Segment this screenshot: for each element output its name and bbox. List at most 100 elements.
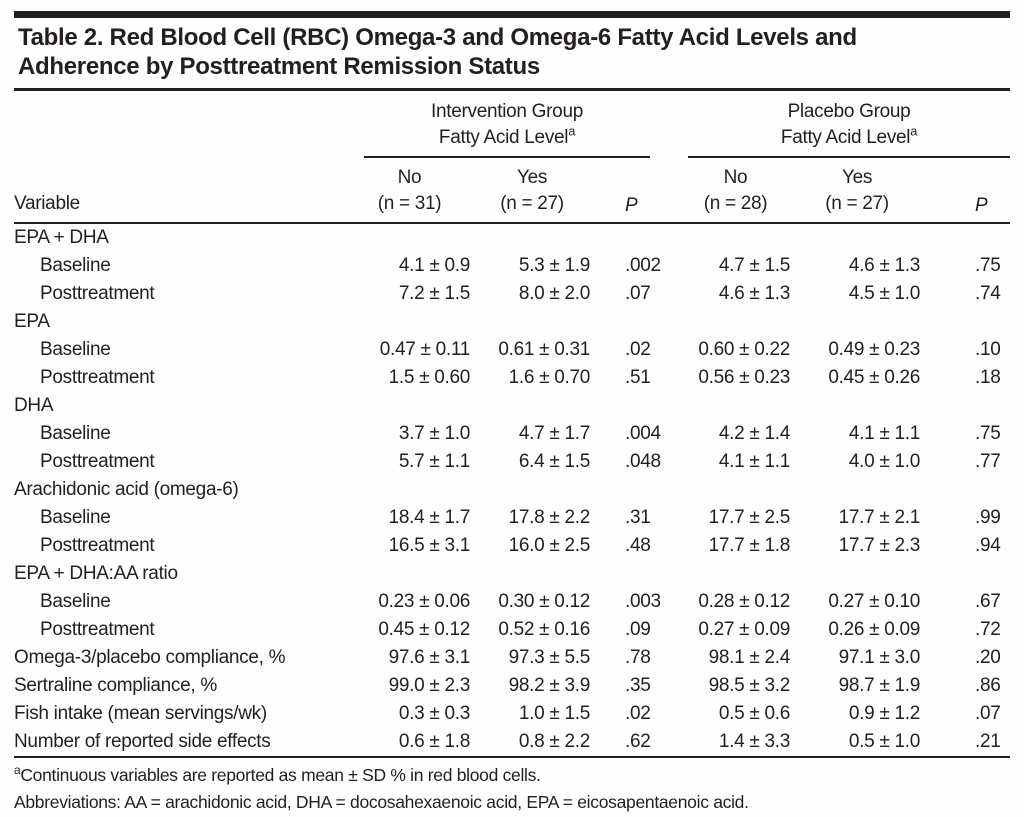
column-spacer — [662, 644, 682, 672]
cell-placebo-p: .67 — [975, 590, 1001, 612]
cell-intervention-yes: 17.8 ± 2.2 — [508, 506, 591, 528]
cell-placebo-yes: 0.26 ± 0.09 — [828, 618, 920, 640]
row-label: Baseline — [40, 338, 111, 360]
cell-placebo-p: .20 — [975, 646, 1001, 668]
cell-placebo-p — [925, 560, 1010, 588]
cell-intervention-yes: 0.30 ± 0.12 — [498, 590, 590, 612]
table-row: Baseline 0.23 ± 0.06 0.30 ± 0.12 .003 0.28 ±… — [14, 588, 1010, 616]
cell-intervention-p — [595, 392, 662, 420]
row-label: Posttreatment — [40, 618, 155, 640]
cell-placebo-no: 4.6 ± 1.3 — [718, 282, 790, 304]
cell-placebo-no: 4.2 ± 1.4 — [718, 422, 790, 444]
placebo-group-label-line1: Placebo Group — [787, 100, 911, 122]
column-spacer — [662, 672, 682, 700]
column-header-row: Variable No (n = 31) Yes (n = 27) P No (… — [14, 157, 1010, 224]
column-spacer — [662, 392, 682, 420]
cell-placebo-p: .77 — [975, 450, 1001, 472]
cell-placebo-no: 0.28 ± 0.12 — [698, 590, 790, 612]
cell-intervention-no: 0.47 ± 0.11 — [379, 338, 471, 360]
cell-placebo-no: 1.4 ± 3.3 — [682, 727, 795, 758]
cell-intervention-p: .048 — [625, 450, 661, 472]
cell-placebo-p: .10 — [975, 338, 1001, 360]
column-spacer — [662, 448, 682, 476]
cell-intervention-no: 0.6 ± 1.8 — [350, 727, 475, 758]
row-label: EPA + DHA:AA ratio — [14, 562, 178, 584]
table-row: Baseline 3.7 ± 1.0 4.7 ± 1.7 .004 4.2 ± 1.4 4… — [14, 420, 1010, 448]
cell-placebo-p: .94 — [975, 534, 1001, 556]
cell-intervention-p: .09 — [625, 618, 651, 640]
cell-intervention-yes: 0.8 ± 2.2 — [475, 727, 595, 758]
cell-placebo-yes: 4.1 ± 1.1 — [848, 422, 920, 444]
row-label: Posttreatment — [40, 450, 155, 472]
cell-intervention-p: .02 — [625, 702, 651, 724]
cell-placebo-yes: 97.1 ± 3.0 — [838, 646, 921, 668]
cell-intervention-no: 5.7 ± 1.1 — [398, 450, 470, 472]
row-label: EPA — [14, 310, 50, 332]
cell-intervention-no: 3.7 ± 1.0 — [398, 422, 470, 444]
cell-intervention-no — [350, 223, 475, 252]
cell-placebo-p: .18 — [975, 366, 1001, 388]
cell-intervention-no: 0.3 ± 0.3 — [398, 702, 470, 724]
column-spacer — [662, 616, 682, 644]
cell-placebo-p: .86 — [975, 674, 1001, 696]
table-row: Number of reported side effects 0.6 ± 1.8… — [14, 727, 1010, 758]
cell-intervention-yes: 0.52 ± 0.16 — [498, 618, 590, 640]
row-label: Fish intake (mean servings/wk) — [14, 702, 267, 724]
cell-placebo-p — [925, 476, 1010, 504]
cell-intervention-no: 97.6 ± 3.1 — [388, 646, 471, 668]
intervention-group-label-line1: Intervention Group — [431, 100, 583, 122]
cell-intervention-p: .62 — [595, 727, 662, 758]
cell-placebo-p: .07 — [975, 702, 1001, 724]
cell-placebo-yes: 17.7 ± 2.1 — [838, 506, 921, 528]
cell-placebo-p — [925, 223, 1010, 252]
table-footnotes: aContinuous variables are reported as me… — [14, 758, 1010, 816]
cell-placebo-no: 4.7 ± 1.5 — [718, 254, 790, 276]
cell-intervention-yes — [475, 223, 595, 252]
cell-intervention-p — [595, 476, 662, 504]
cell-placebo-yes: 4.5 ± 1.0 — [848, 282, 920, 304]
column-spacer — [662, 252, 682, 280]
cell-placebo-no: 0.56 ± 0.23 — [698, 366, 790, 388]
cell-intervention-no: 0.23 ± 0.06 — [378, 590, 470, 612]
cell-placebo-no — [682, 392, 795, 420]
cell-placebo-p: .21 — [925, 727, 1010, 758]
table-title-line1: Table 2. Red Blood Cell (RBC) Omega-3 an… — [18, 24, 857, 51]
cell-intervention-yes: 8.0 ± 2.0 — [518, 282, 590, 304]
footnote-abbreviations: Abbreviations: AA = arachidonic acid, DH… — [14, 791, 749, 812]
column-spacer — [662, 308, 682, 336]
row-label: Baseline — [40, 422, 111, 444]
cell-placebo-no: 0.5 ± 0.6 — [718, 702, 790, 724]
column-spacer — [662, 336, 682, 364]
table-row: Fish intake (mean servings/wk) 0.3 ± 0.3 1… — [14, 700, 1010, 728]
cell-intervention-p — [595, 223, 662, 252]
footnote-a: aContinuous variables are reported as me… — [14, 762, 541, 785]
cell-intervention-yes: 0.61 ± 0.31 — [498, 338, 590, 360]
cell-intervention-yes: 1.0 ± 1.5 — [518, 702, 590, 724]
cell-placebo-no: 0.60 ± 0.22 — [698, 338, 790, 360]
row-label: Posttreatment — [40, 282, 155, 304]
column-spacer — [662, 532, 682, 560]
table-row: Baseline 18.4 ± 1.7 17.8 ± 2.2 .31 17.7 ± 2.… — [14, 504, 1010, 532]
cell-intervention-no — [350, 308, 475, 336]
cell-placebo-yes — [795, 560, 925, 588]
row-label: Posttreatment — [40, 534, 155, 556]
row-label: Baseline — [40, 506, 111, 528]
cell-intervention-no: 4.1 ± 0.9 — [398, 254, 470, 276]
cell-placebo-no: 98.5 ± 3.2 — [708, 674, 791, 696]
column-spacer — [662, 476, 682, 504]
column-spacer — [662, 560, 682, 588]
cell-intervention-p: .31 — [625, 506, 651, 528]
cell-placebo-p — [925, 308, 1010, 336]
cell-placebo-p: .75 — [975, 254, 1001, 276]
cell-intervention-p — [595, 308, 662, 336]
intervention-p-column-header: P — [595, 157, 662, 224]
variable-column-header: Variable — [14, 157, 350, 224]
cell-placebo-no — [682, 223, 795, 252]
intervention-group-label-line2: Fatty Acid Levela — [438, 123, 576, 148]
cell-intervention-p: .002 — [625, 254, 661, 276]
cell-intervention-no: 7.2 ± 1.5 — [398, 282, 470, 304]
cell-placebo-no — [682, 308, 795, 336]
placebo-no-column-header: No (n = 28) — [682, 157, 795, 224]
cell-intervention-yes: 98.2 ± 3.9 — [508, 674, 591, 696]
